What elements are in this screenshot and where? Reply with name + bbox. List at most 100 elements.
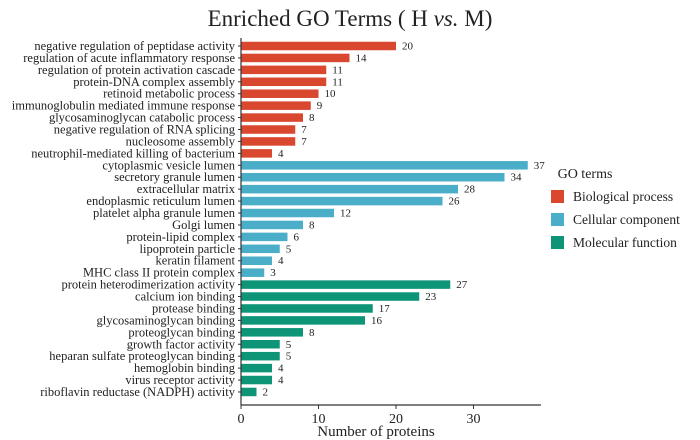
bar (241, 89, 319, 98)
category-label: lipoprotein particle (140, 242, 236, 256)
category-label: endoplasmic reticulum lumen (86, 194, 235, 208)
bar (241, 196, 443, 206)
bar (241, 137, 296, 146)
category-label: virus receptor activity (125, 373, 235, 387)
bar (241, 161, 528, 170)
value-label: 34 (511, 172, 523, 184)
value-label: 4 (278, 148, 284, 160)
category-label: retinoid metabolic process (103, 87, 235, 101)
bar (241, 268, 265, 277)
bar (241, 65, 327, 75)
category-label: protease binding (152, 301, 236, 315)
x-tick-label: 30 (467, 412, 481, 427)
legend-entry: Cellular component (573, 212, 680, 227)
category-label: negative regulation of RNA splicing (54, 123, 236, 137)
bar (241, 125, 296, 134)
value-label: 5 (286, 339, 292, 351)
category-label: cytoplasmic vesicle lumen (102, 158, 235, 172)
category-label: keratin filament (156, 254, 236, 268)
bar (241, 113, 303, 122)
category-label: regulation of protein activation cascade (38, 63, 236, 77)
value-label: 37 (534, 160, 546, 172)
value-label: 3 (270, 267, 276, 279)
value-label: 5 (286, 351, 292, 363)
legend-entry: Molecular function (573, 235, 677, 250)
legend-swatch (551, 190, 564, 203)
value-label: 9 (317, 100, 323, 112)
bar (241, 220, 303, 230)
value-label: 23 (425, 291, 437, 303)
value-label: 4 (278, 375, 284, 387)
bar (241, 172, 505, 182)
category-label: protein-lipid complex (126, 230, 235, 244)
legend-swatch (551, 213, 564, 226)
category-label: immunoglobulin mediated immune response (12, 99, 236, 113)
value-label: 4 (278, 363, 284, 375)
x-tick-label: 10 (312, 412, 326, 427)
x-tick-label: 0 (238, 412, 245, 427)
value-label: 16 (371, 315, 383, 327)
bar (241, 387, 257, 397)
bar (241, 256, 272, 265)
value-label: 11 (332, 76, 343, 88)
x-axis-label: Number of proteins (317, 424, 435, 440)
category-label: protein heterodimerization activity (61, 278, 235, 292)
bar (241, 375, 272, 385)
bar (241, 53, 350, 63)
bar (241, 149, 272, 158)
legend-swatch (551, 236, 564, 249)
category-label: Golgi lumen (172, 218, 236, 232)
category-label: negative regulation of peptidase activit… (34, 39, 235, 53)
value-label: 2 (263, 386, 269, 398)
bar (241, 184, 458, 194)
category-label: secretory granule lumen (114, 170, 236, 184)
value-label: 4 (278, 255, 284, 267)
value-label: 11 (332, 64, 343, 76)
category-label: protein-DNA complex assembly (73, 75, 236, 89)
bar (241, 244, 280, 254)
category-label: riboflavin reductase (NADPH) activity (40, 385, 235, 399)
bar (241, 41, 396, 51)
value-label: 28 (464, 184, 476, 196)
category-label: proteoglycan binding (128, 325, 235, 339)
bar (241, 304, 373, 313)
category-label: MHC class II protein complex (83, 266, 236, 280)
category-label: growth factor activity (127, 337, 236, 351)
value-label: 8 (309, 219, 315, 231)
category-label: glycosaminoglycan catabolic process (49, 111, 235, 125)
category-label: neutrophil-mediated killing of bacterium (31, 146, 235, 160)
category-label: glycosaminoglycan binding (96, 313, 235, 327)
category-label: platelet alpha granule lumen (93, 206, 236, 220)
value-label: 8 (309, 112, 315, 124)
value-label: 17 (379, 303, 391, 315)
bar (241, 328, 303, 337)
legend-title: GO terms (558, 167, 613, 182)
category-label: hemoglobin binding (134, 361, 236, 375)
value-label: 26 (449, 196, 461, 208)
value-label: 7 (301, 136, 307, 148)
category-label: extracellular matrix (137, 182, 236, 196)
value-label: 12 (340, 208, 351, 220)
bar (241, 351, 280, 361)
bar (241, 101, 311, 110)
value-label: 27 (456, 279, 468, 291)
bar (241, 280, 451, 289)
category-label: heparan sulfate proteoglycan binding (49, 349, 235, 363)
category-label: nucleosome assembly (126, 134, 236, 148)
legend-entry: Biological process (573, 189, 673, 204)
chart-title: Enriched GO Terms ( H vs. M) (208, 6, 493, 31)
bar (241, 340, 280, 349)
value-label: 20 (402, 41, 414, 53)
bar (241, 363, 272, 373)
x-tick-label: 20 (389, 412, 403, 427)
value-label: 7 (301, 124, 307, 136)
value-label: 6 (294, 231, 300, 243)
bar (241, 232, 288, 242)
value-label: 14 (356, 52, 368, 64)
value-label: 5 (286, 243, 292, 255)
category-label: calcium ion binding (135, 290, 236, 304)
category-label: regulation of acute inflammatory respons… (23, 51, 235, 65)
bar (241, 316, 365, 325)
